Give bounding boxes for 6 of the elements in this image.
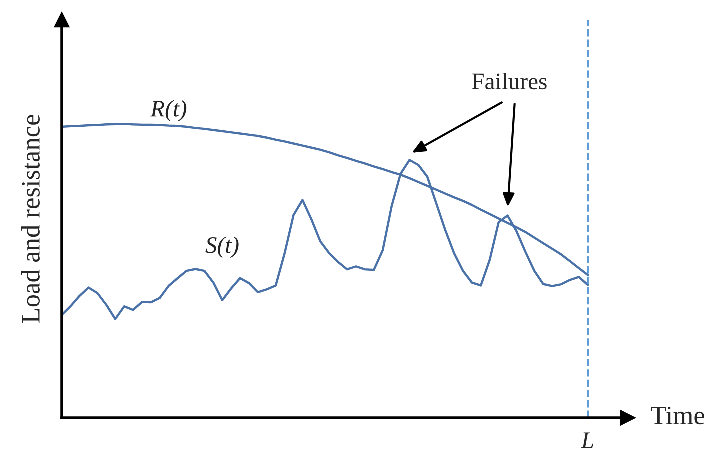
series-label: S(t) bbox=[206, 236, 239, 258]
text: Failures bbox=[472, 72, 547, 90]
x-axis-title: Time bbox=[651, 406, 704, 425]
series-label: R(t) bbox=[150, 100, 187, 122]
text: L bbox=[581, 432, 594, 448]
y-axis-title: Load and resistance bbox=[21, 115, 40, 324]
